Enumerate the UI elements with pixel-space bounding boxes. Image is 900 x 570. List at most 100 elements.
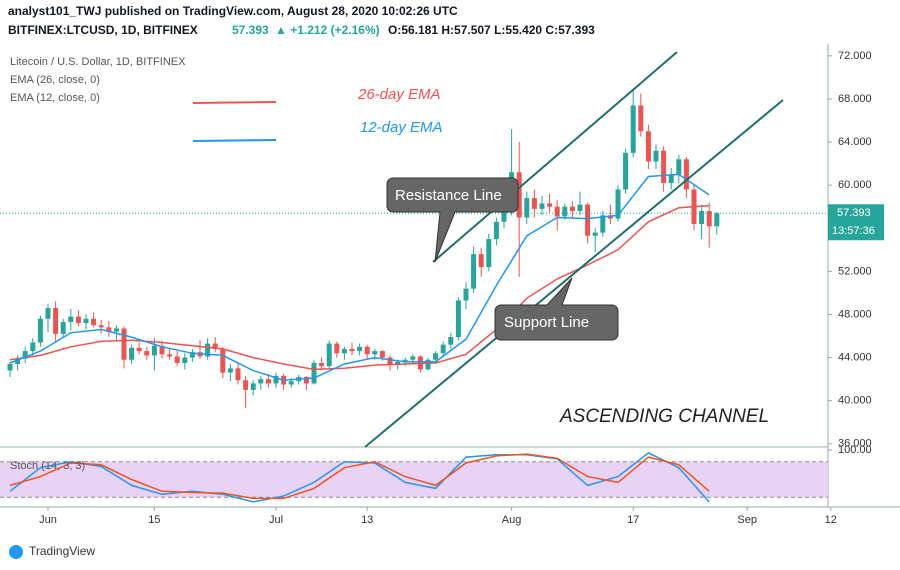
candle-body <box>311 362 317 384</box>
price: 57.393 <box>232 23 269 37</box>
candle-body <box>349 348 355 352</box>
candle-body <box>303 376 309 384</box>
candle-body <box>448 337 454 345</box>
candle-body <box>37 318 43 343</box>
candle-body <box>524 198 530 218</box>
candle-body <box>136 347 142 352</box>
drawings: 26-day EMA 12-day EMA Resistance Line Su… <box>192 51 784 448</box>
y-tick-label: 44.000 <box>838 351 872 363</box>
candle-body <box>212 343 218 349</box>
x-tick-label: Sep <box>737 514 757 526</box>
candle-body <box>645 131 651 162</box>
resistance-label: Resistance Line <box>395 187 502 204</box>
y-tick-label: 100.00 <box>838 444 872 456</box>
candle-body <box>220 348 226 373</box>
candle-body <box>607 215 613 219</box>
candle-body <box>714 213 720 227</box>
support-label: Support Line <box>504 314 589 331</box>
candle-body <box>189 352 195 358</box>
candle-body <box>554 206 560 217</box>
candle-body <box>129 347 135 360</box>
logo <box>9 545 23 559</box>
support-callout <box>494 277 619 341</box>
candle-body <box>379 351 385 358</box>
y-tick-label: 68.000 <box>838 93 872 105</box>
x-tick-label: 13 <box>361 514 373 526</box>
candle-body <box>592 232 598 236</box>
series-line <box>9 204 710 371</box>
candle-body <box>425 359 431 370</box>
last-price-label: 57.393 <box>837 207 871 219</box>
candle-body <box>623 152 629 190</box>
legend-entry: EMA (26, close, 0) <box>10 74 100 86</box>
candle-body <box>410 356 416 360</box>
resistance-callout <box>386 177 519 263</box>
candle-body <box>577 204 583 212</box>
candle-body <box>250 383 256 390</box>
candle-body <box>387 357 393 366</box>
y-tick-label: 60.000 <box>838 179 872 191</box>
y-tick-label: 72.000 <box>838 50 872 62</box>
x-tick-label: 17 <box>627 514 639 526</box>
series-line <box>9 453 710 500</box>
footer: TradingView <box>29 544 95 558</box>
candle-body <box>402 359 408 362</box>
change: ▲ +1.212 (+2.16%) <box>275 23 380 37</box>
countdown: 13:57:36 <box>832 225 875 237</box>
ema12-key <box>192 139 277 142</box>
candle-body <box>433 353 439 360</box>
candle-body <box>653 150 659 162</box>
candle-body <box>630 105 636 153</box>
candle-body <box>463 288 469 301</box>
candle-body <box>98 325 104 328</box>
candle-body <box>668 174 674 184</box>
ema26-key <box>192 101 277 104</box>
candle-body <box>395 361 401 366</box>
candle-body <box>167 354 173 357</box>
x-tick-label: Jun <box>39 514 57 526</box>
candle-body <box>243 380 249 390</box>
x-tick-label: Aug <box>502 514 522 526</box>
ema26-annotation: 26-day EMA <box>357 86 441 103</box>
series-line <box>9 173 710 381</box>
candle-body <box>706 211 712 227</box>
candle-body <box>68 316 74 323</box>
y-tick-label: 36.000 <box>838 438 872 450</box>
candle-body <box>440 344 446 354</box>
candle-body <box>53 307 59 334</box>
candle-body <box>151 345 157 356</box>
legend-title: Litecoin / U.S. Dollar, 1D, BITFINEX <box>10 56 186 68</box>
candle-body <box>372 351 378 355</box>
candle-body <box>364 346 370 355</box>
stoch-pane <box>0 452 828 503</box>
last-price-tag <box>828 204 884 241</box>
candle-body <box>341 348 347 354</box>
candle-body <box>615 189 621 219</box>
candle-body <box>288 381 294 385</box>
candle-body <box>547 203 553 207</box>
stoch-legend: Stoch (14, 3, 3) <box>10 460 85 472</box>
price-pane <box>0 90 828 409</box>
candle-body <box>235 368 241 381</box>
candle-body <box>600 215 606 233</box>
candle-body <box>493 221 499 240</box>
candle-body <box>501 211 507 222</box>
candle-body <box>174 356 180 363</box>
candle-body <box>30 342 36 352</box>
candle-body <box>182 357 188 363</box>
candle-body <box>478 254 484 268</box>
series-line <box>9 452 710 503</box>
candle-body <box>22 351 28 359</box>
candle-body <box>60 322 66 334</box>
candle-body <box>357 346 363 352</box>
candle-body <box>15 358 21 365</box>
candle-body <box>683 159 689 190</box>
ema12-annotation: 12-day EMA <box>360 119 443 136</box>
candle-body <box>227 368 233 373</box>
candle-body <box>562 206 568 217</box>
symbol: BITFINEX:LTCUSD, 1D, BITFINEX <box>8 23 198 37</box>
candle-body <box>326 343 332 367</box>
candle-body <box>531 198 537 209</box>
candle-body <box>334 343 340 354</box>
y-tick-label: 64.000 <box>838 136 872 148</box>
